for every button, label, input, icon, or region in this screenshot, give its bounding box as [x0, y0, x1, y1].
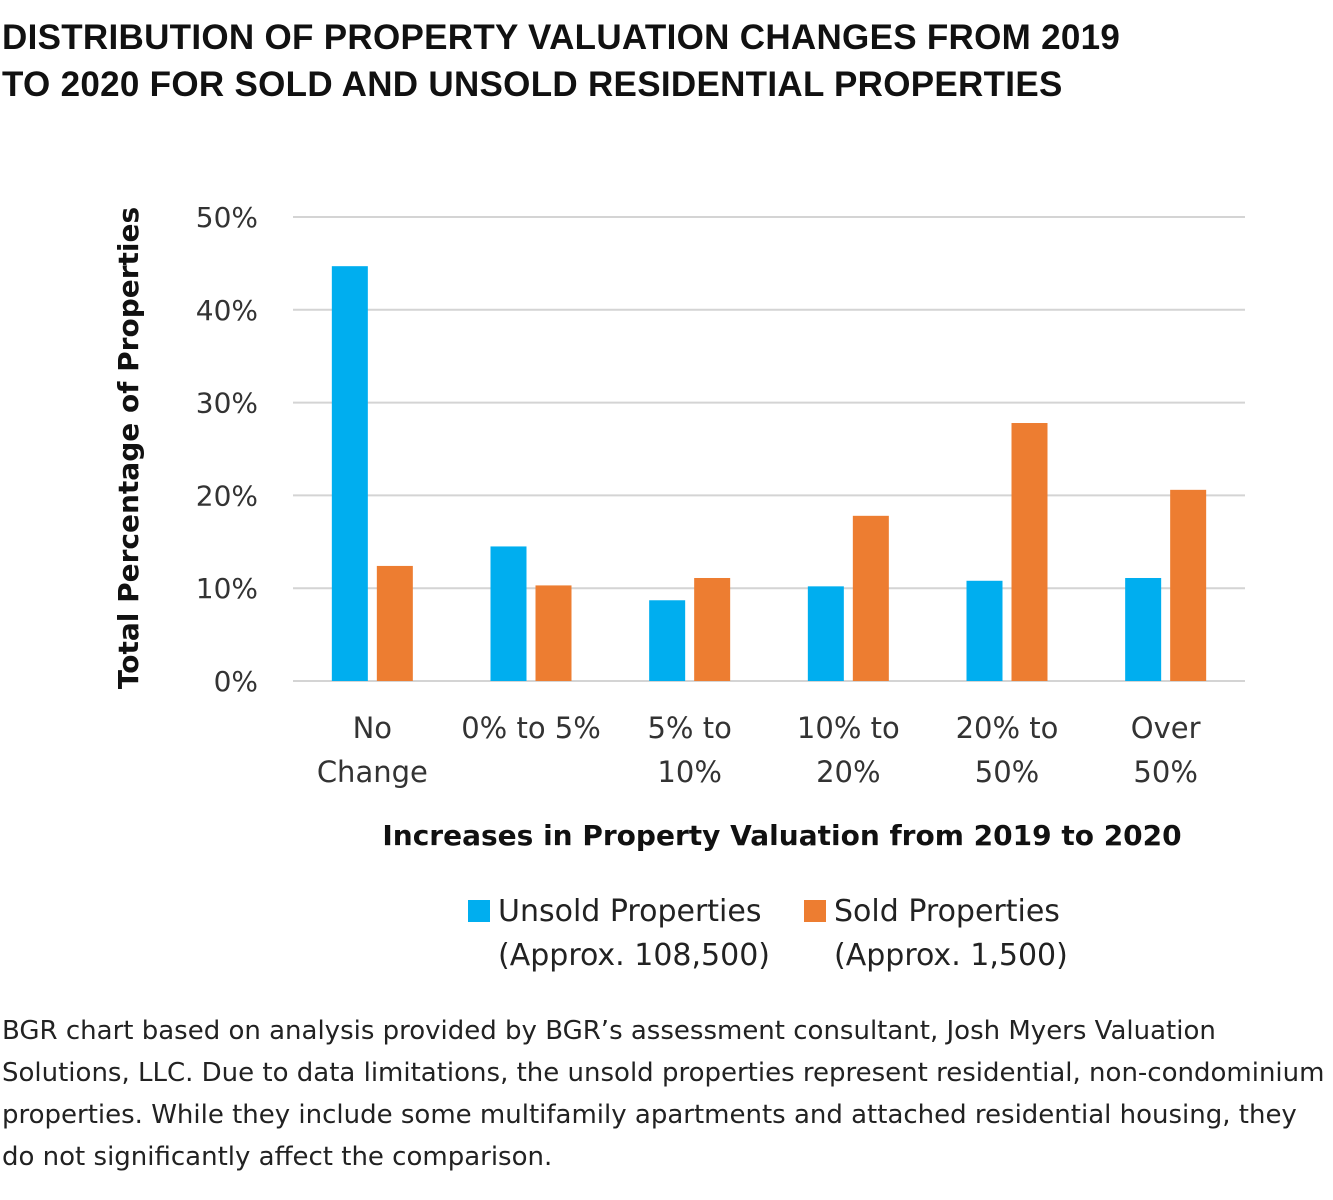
bar-unsold: [966, 580, 1003, 681]
chart-title-line-2: TO 2020 FOR SOLD AND UNSOLD RESIDENTIAL …: [2, 65, 1063, 104]
gridlines: [293, 216, 1245, 682]
legend: Unsold Properties (Approx. 108,500) Sold…: [468, 890, 1068, 978]
y-tick-label: 40%: [196, 294, 258, 327]
y-tick-label: 30%: [196, 387, 258, 420]
x-tick-label: Over 50%: [1131, 711, 1201, 789]
bar-sold: [376, 565, 413, 681]
legend-item-unsold: Unsold Properties (Approx. 108,500): [468, 890, 770, 978]
x-axis-categories: No Change 0% to 5% 5% to 10% 10% to 20% 20% to 5…: [317, 711, 1201, 789]
legend-count-unsold: (Approx. 108,500): [498, 938, 771, 973]
legend-swatch-sold: [804, 900, 827, 922]
bar-unsold: [331, 266, 368, 681]
x-axis-title: Increases in Property Valuation from 201…: [382, 819, 1181, 852]
bar-unsold: [1125, 577, 1162, 681]
legend-item-sold: Sold Properties (Approx. 1,500): [804, 890, 1068, 978]
bar-sold: [1011, 423, 1048, 681]
y-tick-label: 10%: [196, 572, 258, 605]
x-tick-label: 20% to 50%: [956, 711, 1059, 789]
bar-sold: [694, 577, 731, 681]
x-tick-label: 0% to 5%: [461, 711, 601, 745]
y-axis-ticks: 0% 10% 20% 30% 40% 50%: [196, 201, 258, 698]
bar-unsold: [490, 546, 527, 681]
y-tick-label: 20%: [196, 479, 258, 512]
bar-unsold: [807, 586, 844, 681]
legend-count-sold: (Approx. 1,500): [834, 938, 1068, 973]
x-tick-label: 5% to 10%: [647, 711, 731, 789]
y-tick-label: 0%: [214, 665, 258, 698]
bar-chart: 0% 10% 20% 30% 40% 50% No Change 0% to 5% 5% to 1…: [112, 201, 1245, 852]
legend-label-unsold: Unsold Properties: [498, 894, 762, 929]
bar-sold: [852, 515, 889, 681]
source-note: BGR chart based on analysis provided by …: [2, 1016, 1325, 1172]
bar-unsold: [649, 600, 686, 681]
bar-sold: [535, 585, 572, 681]
y-tick-label: 50%: [196, 201, 258, 234]
legend-swatch-unsold: [468, 900, 490, 922]
bar-sold: [1170, 489, 1207, 681]
chart-title-line-1: DISTRIBUTION OF PROPERTY VALUATION CHANG…: [2, 18, 1121, 57]
x-tick-label: 10% to 20%: [797, 711, 900, 789]
bars: [331, 266, 1207, 681]
legend-label-sold: Sold Properties: [834, 894, 1060, 929]
chart-title: DISTRIBUTION OF PROPERTY VALUATION CHANG…: [2, 14, 1332, 108]
y-axis-title: Total Percentage of Properties: [112, 207, 145, 689]
x-tick-label: No Change: [317, 711, 428, 789]
